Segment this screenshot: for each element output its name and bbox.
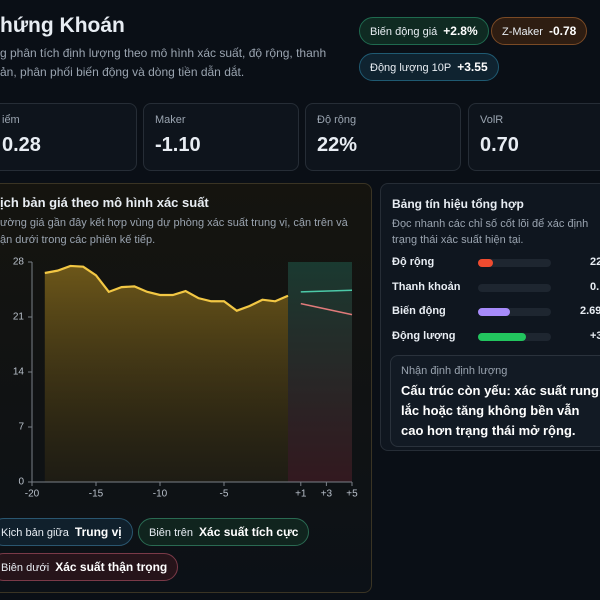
stat-value: 0.28 xyxy=(2,134,41,156)
y-tick-label: 28 xyxy=(13,257,25,268)
subtitle: ản, phân phối biến động và dòng tiền dẫn… xyxy=(0,65,245,79)
note-text: Cấu trúc còn yếu: xác suất rung lắc hoặc… xyxy=(401,383,599,438)
signal-label: Biến động xyxy=(392,305,446,318)
forecast-zone xyxy=(288,262,352,482)
legend-label: Biên trên xyxy=(149,527,194,539)
legend-value: Trung vị xyxy=(74,525,122,539)
chart: 0 7 14 21 28 -20 -15 -10 -5 +1 +3 +5 xyxy=(13,257,358,500)
note-box xyxy=(390,355,600,447)
note-label: Nhận định định lượng xyxy=(401,365,508,377)
signal-desc: trạng thái xác suất hiện tại. xyxy=(392,234,524,246)
badge-value: +2.8% xyxy=(443,24,478,38)
title: hứng Khoán xyxy=(0,14,125,37)
badge: Biến động giá +2.8% xyxy=(359,17,489,45)
stat-label: VolR xyxy=(480,114,504,126)
stat-card xyxy=(468,103,600,171)
badge: Z-Maker -0.78 xyxy=(491,17,588,45)
signal-value: 0. xyxy=(590,280,600,293)
y-tick-label: 0 xyxy=(18,477,24,488)
signal-track xyxy=(478,283,551,292)
stat-card xyxy=(0,103,137,171)
y-tick-label: 14 xyxy=(13,367,25,378)
area xyxy=(44,265,288,482)
x-tick-label: +1 xyxy=(295,489,307,500)
x-tick-label: -15 xyxy=(89,489,104,500)
signal-value: 2.69 xyxy=(580,305,600,318)
x-tick-label: +5 xyxy=(346,489,358,500)
y-tick-label: 7 xyxy=(18,422,24,433)
signal-value: 22 xyxy=(590,256,600,268)
legend-value: Xác suất tích cực xyxy=(199,525,299,539)
stat-label: Độ rộng xyxy=(317,114,357,126)
stat-label: Maker xyxy=(155,114,186,126)
legend-item: Biên dưới Xác suất thận trọng xyxy=(0,553,179,581)
x-tick-label: -5 xyxy=(220,489,229,500)
badge-label: Biến động giá xyxy=(370,26,438,38)
badge-value: +3.55 xyxy=(457,60,488,74)
badge-label: Động lượng 10P xyxy=(370,62,452,74)
signal-bar xyxy=(478,259,493,267)
panel-desc: ường giá gần đây kết hợp vùng dự phòng x… xyxy=(0,217,348,229)
stat-value: 0.70 xyxy=(480,134,519,156)
x-tick-label: +3 xyxy=(321,489,333,500)
stat-value: 22% xyxy=(317,134,358,156)
stat-label: iểm xyxy=(2,114,20,126)
line xyxy=(300,302,353,316)
signal-track xyxy=(478,259,551,267)
stat-card xyxy=(143,103,299,171)
panel-desc: ận dưới trong các phiên kế tiếp. xyxy=(0,234,156,246)
badge-value: -0.78 xyxy=(548,24,577,38)
signal-bar xyxy=(478,308,511,317)
signal-label: Thanh khoản xyxy=(392,280,461,293)
signal-track xyxy=(478,308,551,317)
badge: Động lượng 10P +3.55 xyxy=(359,53,499,81)
signal-bar xyxy=(478,333,527,342)
stat-value: -1.10 xyxy=(155,134,201,156)
x-tick-label: -20 xyxy=(25,489,40,500)
signal-title: Bảng tín hiệu tổng hợp xyxy=(392,197,524,211)
stat-card xyxy=(305,103,461,171)
y-tick-label: 21 xyxy=(13,312,25,323)
panel-title: ịch bản giá theo mô hình xác suất xyxy=(0,195,209,210)
signal-label: Độ rộng xyxy=(392,256,435,268)
line xyxy=(44,264,289,312)
legend-value: Xác suất thận trọng xyxy=(55,560,168,574)
x-tick-label: -10 xyxy=(153,489,168,500)
badge-label: Z-Maker xyxy=(502,26,543,38)
legend-label: Kịch bản giữa xyxy=(1,527,69,539)
legend-item: Biên trên Xác suất tích cực xyxy=(138,518,310,546)
legend-label: Biên dưới xyxy=(1,562,50,574)
line xyxy=(300,289,353,293)
signal-desc: Đọc nhanh các chỉ số cốt lõi để xác định xyxy=(392,218,589,230)
signal-label: Động lượng xyxy=(392,330,456,343)
signal-track xyxy=(478,333,551,342)
legend-item: Kịch bản giữa Trung vị xyxy=(0,518,133,546)
subtitle: g phân tích định lượng theo mô hình xác … xyxy=(0,46,327,60)
signal-value: +3. xyxy=(590,330,600,343)
